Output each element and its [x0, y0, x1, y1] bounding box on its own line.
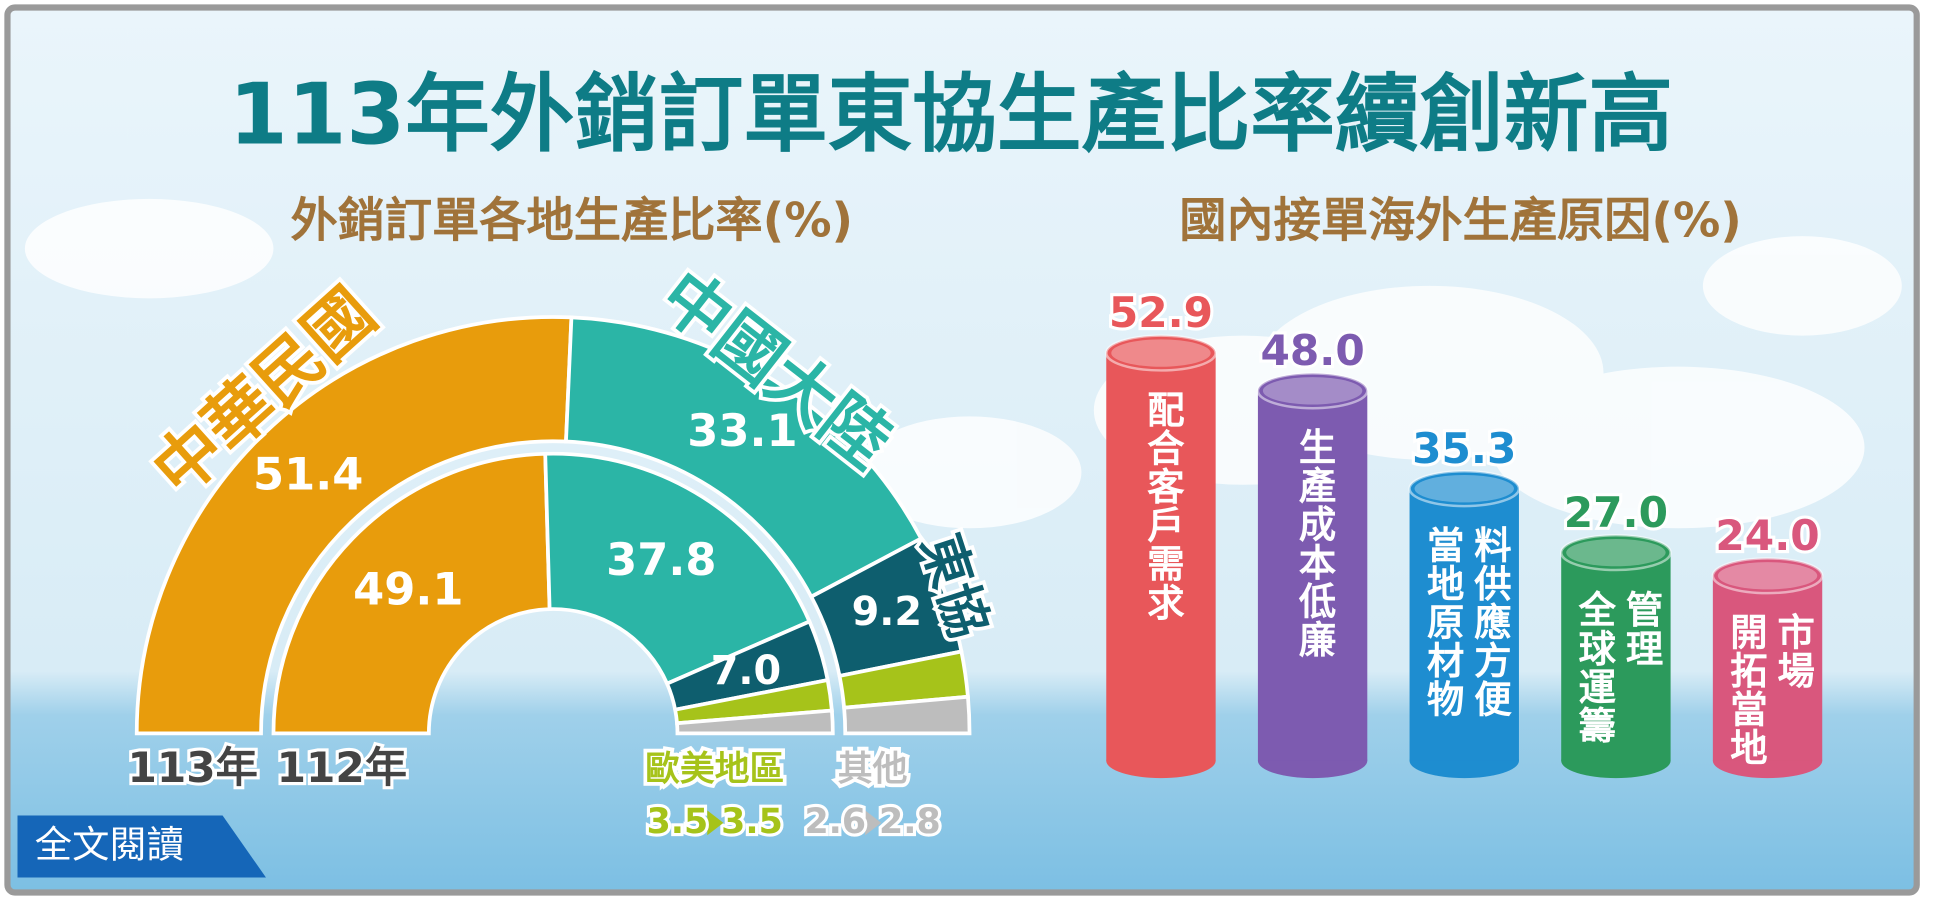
value-label: 48.0 [1260, 326, 1364, 375]
bar [1712, 575, 1823, 761]
bar-category-label: 配合客戶需求 [1139, 390, 1184, 622]
value-label: 2.6 [804, 802, 866, 842]
value-label: 33.1 [687, 404, 797, 457]
bar-category-label: 當地原材物料供應方便 [1419, 525, 1511, 719]
chart-subtitle: 外銷訂單各地生產比率(%) [290, 194, 853, 249]
value-label: 2.8 [879, 802, 941, 842]
ring-segment [271, 451, 552, 736]
category-label: 其他 [838, 750, 908, 790]
arrow [865, 810, 882, 836]
bar-cap-shine [1717, 562, 1818, 590]
value-label: 35.3 [1412, 424, 1516, 473]
bar-category-label: 生產成本低廉 [1291, 428, 1335, 660]
bar-cap [1256, 372, 1369, 410]
bar-category-label: 開拓當地市場 [1722, 613, 1814, 768]
bar-cap-shine [1111, 339, 1211, 367]
ring-segment [675, 708, 835, 736]
series-label: 113年 [127, 743, 257, 792]
value-label: 9.2 [852, 589, 922, 635]
bar [1257, 390, 1368, 761]
bar [1409, 488, 1519, 761]
value-label: 51.4 [253, 447, 363, 500]
bar-cap-shine [1262, 377, 1363, 405]
bar-cap [1559, 533, 1672, 572]
chart-subtitle: 國內接單海外生產原因(%) [1179, 194, 1742, 249]
bar-cap [1408, 470, 1521, 508]
arrow [707, 810, 724, 836]
value-label: 49.1 [353, 563, 463, 616]
bar [1106, 353, 1216, 761]
value-label: 3.5 [647, 802, 709, 842]
value-label: 27.0 [1564, 488, 1668, 537]
bar-cap [1711, 557, 1824, 595]
series-label: 112年 [277, 743, 407, 792]
bar [1561, 552, 1671, 761]
read-more-button[interactable]: 全文閱讀 [17, 815, 267, 878]
value-label: 52.9 [1109, 288, 1213, 337]
ring-segment [134, 315, 574, 736]
value-label: 3.5 [721, 802, 783, 842]
main-title: 113年外銷訂單東協生產比率續創新高 [229, 66, 1673, 164]
ring-segment [842, 694, 972, 736]
value-label: 24.0 [1715, 511, 1819, 560]
bar-cap [1105, 334, 1217, 372]
bar-cap-shine [1414, 475, 1514, 503]
value-label: 37.8 [606, 533, 716, 586]
category-label: 歐美地區 [645, 750, 784, 790]
ring-segment [543, 451, 812, 687]
value-label: 7.0 [711, 648, 781, 694]
bar-category-label: 全球運籌管理 [1571, 589, 1662, 745]
bar-cap-shine [1566, 538, 1666, 567]
